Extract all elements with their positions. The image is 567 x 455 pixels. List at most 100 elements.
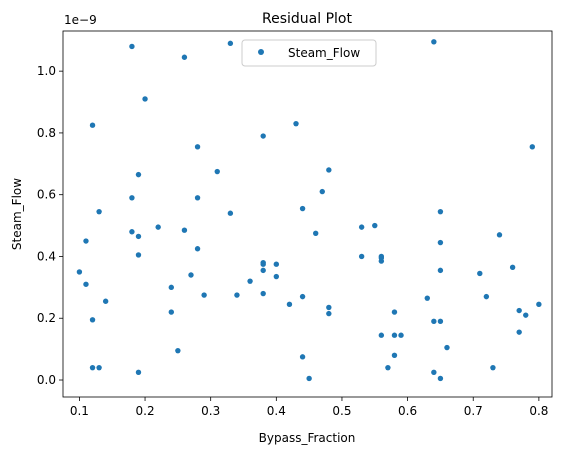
- scatter-point: [424, 295, 430, 301]
- scatter-point: [247, 278, 253, 284]
- x-axis-label: Bypass_Fraction: [259, 431, 356, 445]
- scatter-point: [96, 208, 102, 215]
- scatter-point: [227, 40, 234, 47]
- scatter-point: [175, 347, 181, 354]
- scatter-point: [286, 301, 293, 308]
- x-tick-label: 0.4: [267, 404, 286, 418]
- scatter-point: [378, 332, 385, 338]
- scatter-point: [135, 171, 142, 178]
- scatter-point: [378, 255, 385, 261]
- x-axis: 0.1 0.2 0.3 0.4 0.5 0.6 0.7 0.8: [70, 397, 548, 418]
- scatter-point: [372, 222, 378, 229]
- scatter-point: [168, 284, 175, 291]
- y-tick-label: 0.0: [37, 373, 56, 387]
- scatter-point: [260, 267, 266, 274]
- legend-box: [241, 39, 377, 67]
- scatter-point: [490, 364, 496, 371]
- scatter-point: [188, 272, 194, 278]
- scatter-point: [437, 318, 444, 325]
- scatter-point: [83, 238, 89, 244]
- scatter-point: [76, 269, 83, 275]
- x-tick-label: 0.8: [529, 404, 548, 418]
- legend-marker: [258, 49, 264, 55]
- scatter-point: [89, 317, 96, 323]
- scatter-point: [529, 144, 536, 150]
- plot-frame: [62, 30, 553, 398]
- y-scale-label: 1e−9: [64, 13, 97, 27]
- y-axis-label: Steam_Flow: [10, 178, 24, 250]
- scatter-point: [509, 264, 516, 270]
- scatter-point: [214, 168, 220, 175]
- scatter-point: [96, 364, 102, 371]
- scatter-point: [431, 318, 437, 325]
- scatter-point: [536, 301, 542, 308]
- scatter-point: [385, 364, 391, 371]
- y-tick-label: 0.4: [37, 249, 56, 263]
- x-tick-label: 0.1: [70, 404, 89, 418]
- scatter-points: [76, 39, 542, 382]
- y-tick-label: 1.0: [37, 64, 56, 78]
- chart-title: Residual Plot: [262, 11, 352, 27]
- scatter-point: [129, 195, 135, 201]
- scatter-point: [326, 304, 332, 311]
- scatter-point: [431, 369, 437, 375]
- scatter-point: [299, 354, 306, 360]
- scatter-point: [496, 232, 503, 238]
- scatter-point: [155, 224, 161, 230]
- y-tick-label: 0.8: [37, 126, 56, 140]
- scatter-point: [326, 310, 332, 317]
- scatter-point: [135, 233, 142, 240]
- scatter-point: [516, 307, 522, 314]
- scatter-point: [129, 43, 135, 50]
- y-tick-label: 0.2: [37, 311, 56, 325]
- scatter-point: [398, 332, 404, 338]
- scatter-point: [523, 312, 529, 318]
- scatter-point: [194, 195, 201, 201]
- scatter-point: [89, 122, 96, 128]
- scatter-point: [437, 267, 444, 274]
- y-tick-label: 0.6: [37, 188, 56, 202]
- x-tick-label: 0.7: [464, 404, 483, 418]
- scatter-point: [181, 227, 188, 233]
- scatter-point: [227, 210, 234, 216]
- x-tick-label: 0.5: [332, 404, 351, 418]
- y-axis: 0.0 0.2 0.4 0.6 0.8 1.0: [37, 64, 63, 387]
- scatter-point: [358, 224, 365, 230]
- scatter-point: [129, 229, 135, 235]
- scatter-point: [477, 270, 483, 277]
- scatter-point: [437, 208, 444, 215]
- scatter-point: [444, 344, 450, 351]
- scatter-point: [319, 188, 325, 195]
- scatter-point: [273, 273, 280, 280]
- scatter-point: [358, 253, 365, 260]
- plot-area: [63, 31, 552, 397]
- x-tick-label: 0.3: [201, 404, 220, 418]
- scatter-point: [437, 375, 444, 382]
- scatter-point: [234, 292, 240, 298]
- scatter-point: [326, 167, 332, 173]
- scatter-point: [437, 239, 444, 246]
- scatter-point: [293, 120, 299, 127]
- scatter-point: [260, 261, 266, 267]
- legend-label: Steam_Flow: [288, 46, 360, 60]
- scatter-point: [102, 298, 109, 304]
- scatter-point: [142, 96, 148, 102]
- scatter-point: [299, 293, 306, 300]
- scatter-point: [260, 290, 266, 297]
- x-tick-label: 0.2: [136, 404, 155, 418]
- scatter-point: [201, 292, 207, 298]
- scatter-point: [168, 309, 175, 315]
- x-tick-label: 0.6: [398, 404, 417, 418]
- scatter-point: [483, 293, 490, 300]
- scatter-point: [391, 332, 398, 338]
- scatter-point: [83, 281, 89, 287]
- scatter-point: [299, 205, 306, 212]
- scatter-point: [313, 230, 319, 237]
- scatter-point: [431, 39, 437, 45]
- scatter-point: [306, 375, 312, 382]
- scatter-point: [391, 309, 398, 315]
- scatter-point: [516, 329, 522, 335]
- scatter-point: [135, 369, 142, 375]
- scatter-point: [391, 352, 398, 359]
